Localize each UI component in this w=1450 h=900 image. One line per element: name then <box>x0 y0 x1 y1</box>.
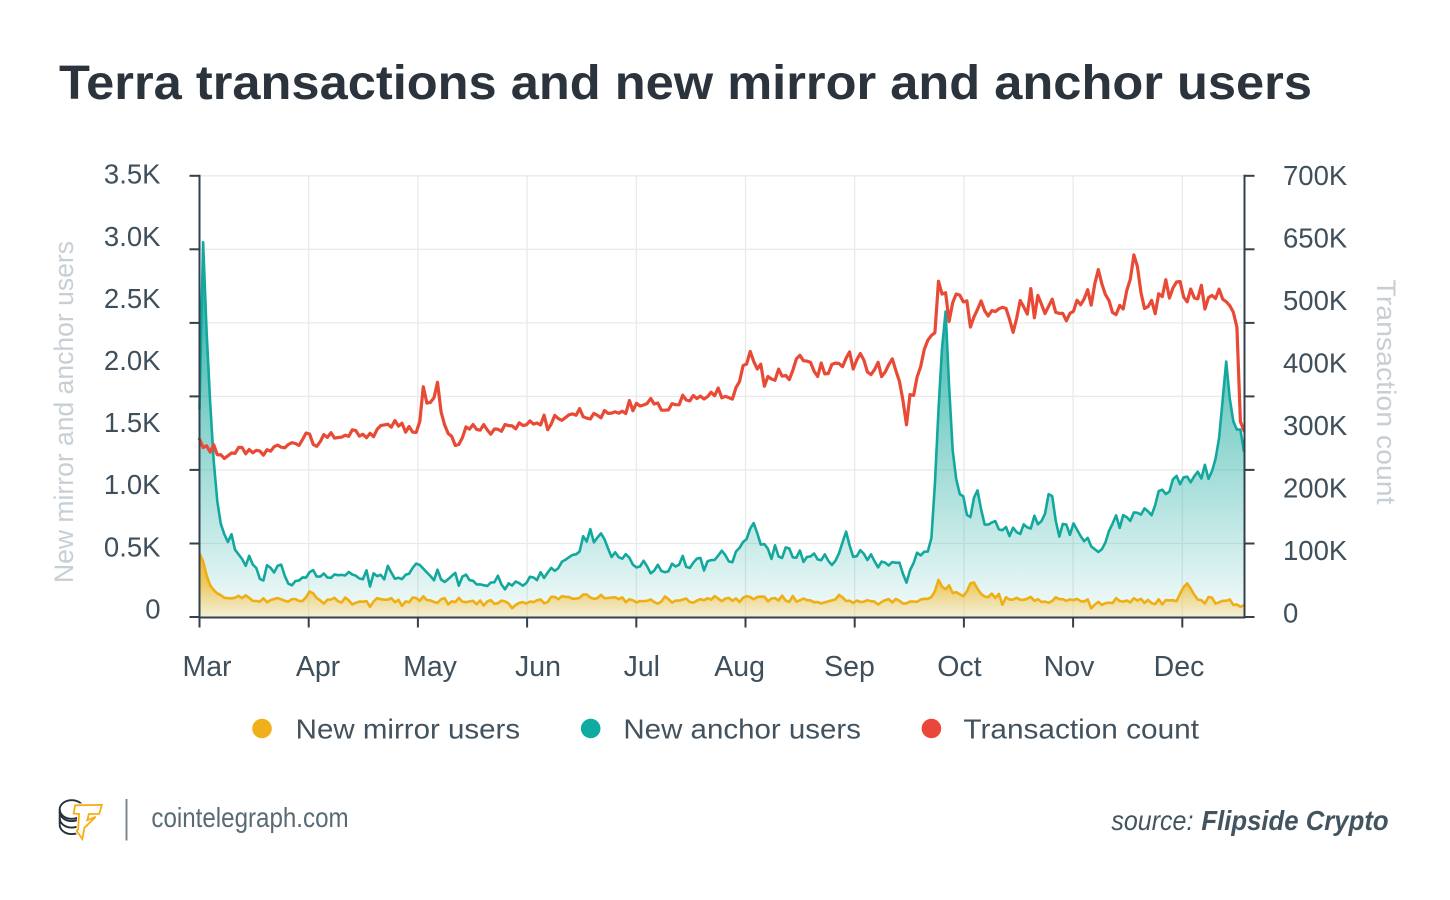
svg-text:650K: 650K <box>1283 223 1348 254</box>
svg-text:Oct: Oct <box>937 651 981 683</box>
svg-text:Dec: Dec <box>1154 651 1205 683</box>
svg-text:Aug: Aug <box>714 651 765 683</box>
svg-text:400K: 400K <box>1283 348 1348 379</box>
svg-text:Jun: Jun <box>515 651 561 683</box>
svg-text:1.5K: 1.5K <box>104 407 161 438</box>
svg-text:100K: 100K <box>1283 535 1348 566</box>
svg-text:source:Flipside Crypto: source: Flipside Crypto <box>1111 805 1388 836</box>
svg-text:Jul: Jul <box>624 651 660 683</box>
svg-text:Nov: Nov <box>1044 651 1095 683</box>
svg-text:1.0K: 1.0K <box>104 469 161 500</box>
svg-text:Terra transactions and new mir: Terra transactions and new mirror and an… <box>59 56 1312 110</box>
svg-text:3.0K: 3.0K <box>104 221 161 252</box>
svg-text:300K: 300K <box>1283 410 1348 441</box>
svg-text:3.5K: 3.5K <box>104 159 161 190</box>
svg-text:500K: 500K <box>1283 285 1348 316</box>
svg-text:700K: 700K <box>1283 160 1348 191</box>
svg-text:200K: 200K <box>1283 473 1348 504</box>
svg-text:Apr: Apr <box>296 651 341 683</box>
svg-text:Transaction count: Transaction count <box>1371 280 1401 506</box>
svg-text:cointelegraph.com: cointelegraph.com <box>151 802 348 833</box>
svg-text:2.5K: 2.5K <box>104 283 161 314</box>
svg-text:New mirror and anchor users: New mirror and anchor users <box>49 241 79 583</box>
svg-text:Sep: Sep <box>824 651 875 683</box>
svg-text:2.0K: 2.0K <box>104 345 161 376</box>
svg-text:0.5K: 0.5K <box>104 531 161 562</box>
svg-text:Transaction count: Transaction count <box>963 714 1199 745</box>
svg-text:Mar: Mar <box>182 651 232 683</box>
svg-text:0: 0 <box>1283 598 1298 629</box>
svg-text:New mirror users: New mirror users <box>296 714 520 745</box>
svg-text:May: May <box>403 651 458 683</box>
svg-text:New anchor users: New anchor users <box>623 714 861 745</box>
svg-text:0: 0 <box>145 593 160 624</box>
